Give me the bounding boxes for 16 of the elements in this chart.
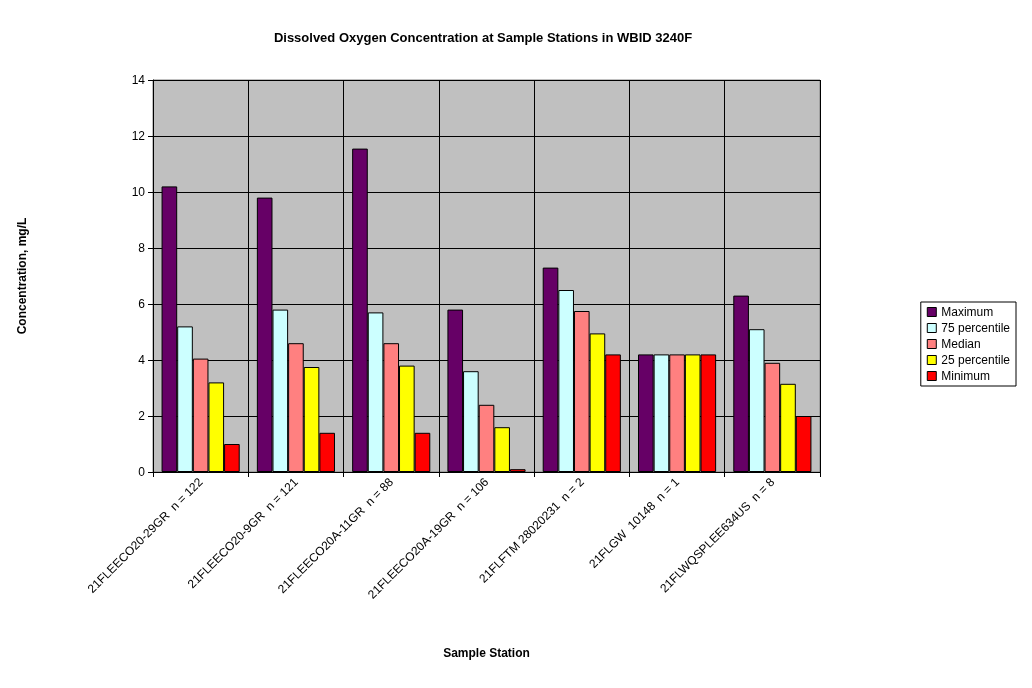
y-tick-label: 8 [138, 241, 146, 255]
y-axis-title: Concentration, mg/L [15, 217, 29, 335]
legend-label: 25 percentile [941, 353, 1011, 367]
chart-title: Dissolved Oxygen Concentration at Sample Stations in WBID 3240F [273, 30, 693, 45]
legend-label: Maximum [941, 305, 994, 319]
legend-label: Minimum [941, 369, 990, 383]
y-tick-label: 14 [131, 73, 146, 87]
y-tick-label: 6 [138, 297, 146, 311]
legend-label: 75 percentile [941, 321, 1011, 335]
y-tick-label: 2 [138, 409, 146, 423]
y-tick-label: 10 [131, 185, 146, 199]
legend-label: Median [941, 337, 981, 351]
y-tick-label: 12 [131, 129, 146, 143]
y-tick-label: 0 [138, 465, 146, 479]
x-axis-title: Sample Station [443, 646, 530, 660]
y-tick-label: 4 [138, 353, 146, 367]
